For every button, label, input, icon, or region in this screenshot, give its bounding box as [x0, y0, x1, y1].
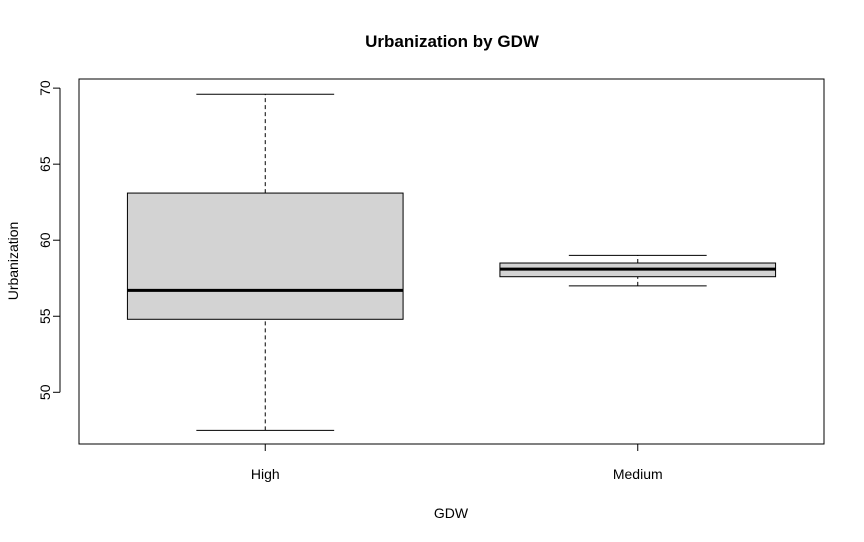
- x-tick-label: High: [251, 466, 280, 482]
- boxes: [126, 93, 777, 431]
- y-tick-label: 60: [37, 232, 53, 248]
- x-axis: High Medium: [251, 443, 663, 482]
- box-iqr: [126, 192, 404, 320]
- y-tick-label: 65: [37, 156, 53, 172]
- y-tick-label: 55: [37, 308, 53, 324]
- box-high: [126, 93, 404, 431]
- x-axis-label: GDW: [434, 505, 469, 521]
- y-axis: 50 55 60 65 70: [37, 80, 61, 400]
- y-tick-label: 50: [37, 384, 53, 400]
- x-tick-label: Medium: [613, 466, 663, 482]
- y-tick-label: 70: [37, 80, 53, 96]
- chart-title: Urbanization by GDW: [365, 32, 540, 51]
- y-axis-label: Urbanization: [5, 222, 21, 301]
- box-medium: [499, 254, 777, 287]
